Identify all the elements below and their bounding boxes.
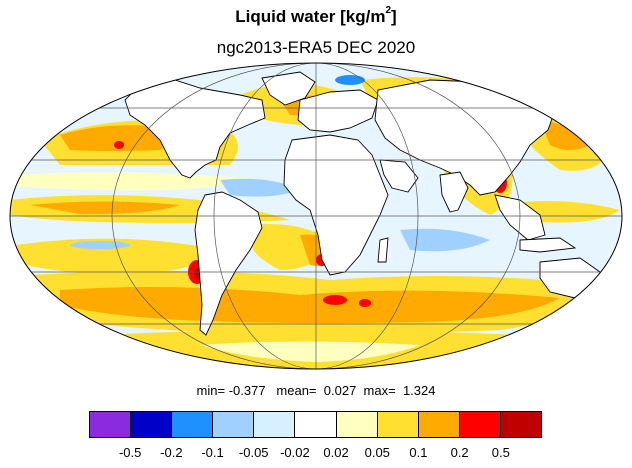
colorbar-box	[500, 412, 542, 437]
colorbar-tick-label: 0.02	[323, 445, 349, 460]
greenland-land	[261, 71, 316, 106]
colorbar-box	[336, 412, 378, 437]
anomaly-tropics-blue	[220, 178, 300, 197]
colorbar-tick-label: -0.1	[201, 445, 224, 460]
stats-line: min= -0.377 mean= 0.027 max= 1.324	[196, 383, 436, 398]
anomaly-tropics-pacific-orange	[30, 201, 180, 215]
colorbar-box	[213, 412, 255, 437]
india-land	[439, 171, 469, 213]
plot-subtitle: ngc2013-ERA5 DEC 2020	[216, 38, 416, 57]
madagascar-land	[377, 237, 389, 263]
colorbar-box	[172, 412, 214, 437]
colorbar-tick-label: 0.05	[364, 445, 390, 460]
anomaly-blue-pacific-tropics	[70, 241, 130, 249]
anomaly-southern-pale	[200, 341, 420, 362]
world-map	[9, 62, 623, 370]
colorbar-tick-label: -0.05	[238, 445, 269, 460]
anomaly-tropics-indian	[400, 228, 490, 252]
meridian-120	[111, 63, 521, 369]
arabia-land	[379, 159, 419, 193]
colorbar-tick-label: -0.02	[280, 445, 310, 460]
colorbar-tick-label: 0.5	[491, 445, 510, 460]
africa-land	[283, 134, 389, 276]
south-america-land	[194, 191, 263, 336]
anomaly-red-pacific	[114, 141, 124, 149]
meridian-60	[213, 63, 419, 369]
colorbar-box	[90, 412, 132, 437]
map-outline	[9, 62, 623, 370]
anomaly-blue-atlantic-north	[335, 75, 365, 85]
anomaly-red-south-indian	[359, 299, 371, 307]
colorbar-box	[295, 412, 337, 437]
colorbar-tick-label: 0.2	[450, 445, 469, 460]
anomaly-south-pacific	[15, 238, 220, 275]
colorbar-box	[377, 412, 419, 437]
anomaly-tropics-pale	[10, 172, 260, 191]
colorbar-box	[254, 412, 296, 437]
colorbar-box	[418, 412, 460, 437]
anomaly-red-south-atlantic	[323, 295, 347, 305]
anomaly-south-band-orange	[60, 286, 560, 324]
anomaly-north-pacific-east-orange	[540, 120, 590, 150]
colorbar-tick-label: -0.5	[118, 445, 142, 460]
colorbar-box	[131, 412, 173, 437]
colorbar-box	[459, 412, 501, 437]
colorbar	[89, 411, 542, 438]
plot-title: Liquid water [kg/m2]	[235, 5, 397, 26]
europe-land	[297, 89, 379, 133]
north-america-land	[124, 79, 266, 179]
indonesia-land	[519, 237, 577, 253]
anomaly-band-north-pacific-orange	[60, 125, 174, 151]
colorbar-tick-label: 0.1	[409, 445, 428, 460]
colorbar-tick-label: -0.2	[160, 445, 183, 460]
